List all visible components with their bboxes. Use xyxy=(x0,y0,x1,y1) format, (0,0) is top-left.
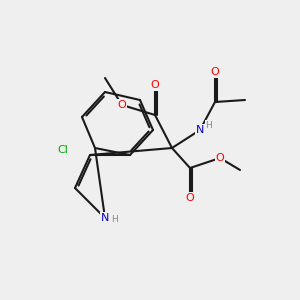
Text: Cl: Cl xyxy=(58,145,68,155)
Text: O: O xyxy=(118,100,126,110)
Text: O: O xyxy=(216,153,224,163)
Text: H: H xyxy=(111,215,117,224)
Text: H: H xyxy=(206,122,212,130)
Text: O: O xyxy=(186,193,194,203)
Text: O: O xyxy=(211,67,219,77)
Text: N: N xyxy=(196,125,204,135)
Text: N: N xyxy=(101,213,109,223)
Text: O: O xyxy=(151,80,159,90)
